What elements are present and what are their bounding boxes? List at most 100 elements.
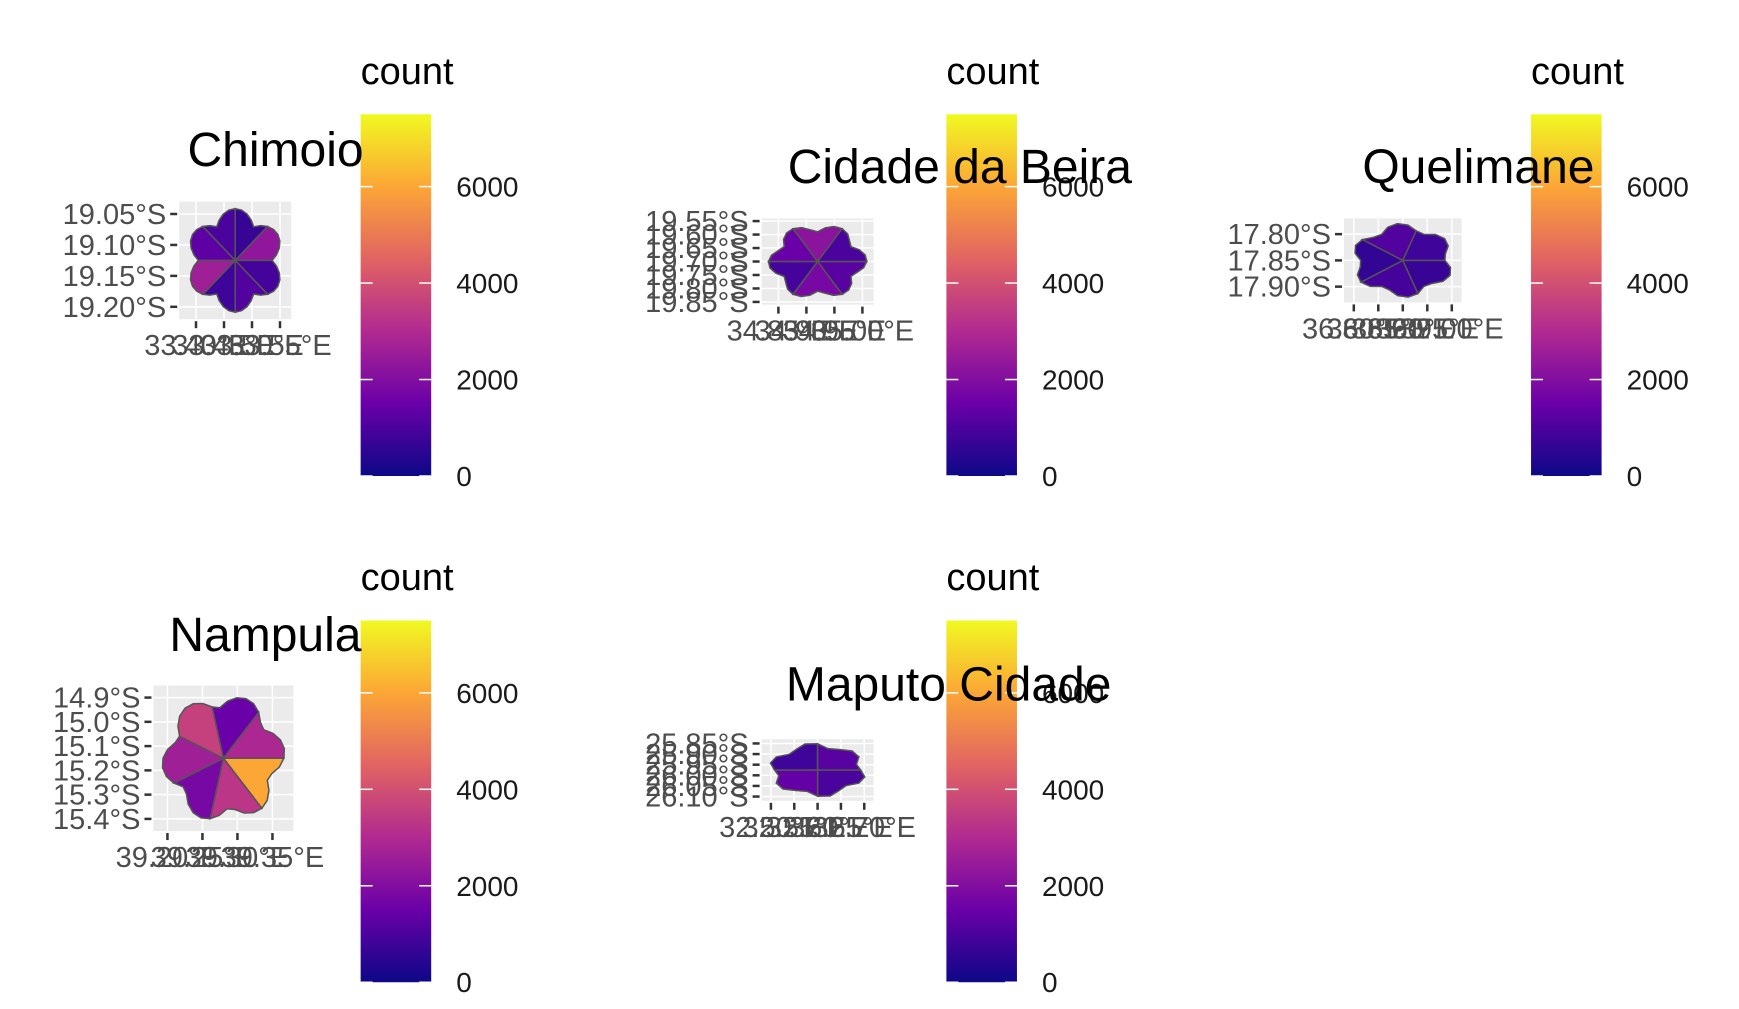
region [201, 258, 236, 314]
colorbar-tick-label: 0 [1042, 461, 1058, 492]
y-tick-label: 19.10°S [63, 230, 167, 262]
region [234, 258, 270, 314]
y-tick-label: 14.9°S [53, 683, 140, 715]
panel-title: Quelimane [1362, 141, 1594, 194]
colorbar [946, 114, 1017, 477]
x-tick-label: 32.50°E [719, 812, 823, 844]
colorbar-tick-label: 4000 [1042, 774, 1104, 805]
x-tick-label: 39.20°E [116, 842, 220, 874]
colorbar-tick-label: 4000 [456, 774, 518, 805]
region [1359, 259, 1419, 298]
colorbar-tick-label: 6000 [456, 678, 518, 709]
y-tick-label: 19.85°S [645, 287, 749, 319]
x-tick-label: 32.70°E [813, 812, 917, 844]
colorbar-tick-label: 6000 [1627, 172, 1689, 203]
y-tick-label: 19.55°S [645, 206, 749, 238]
colorbar [946, 620, 1017, 983]
x-tick-label: 34.95°E [783, 316, 887, 348]
colorbar-tick-label: 4000 [456, 268, 518, 299]
y-tick-label: 17.80°S [1227, 219, 1331, 251]
region [189, 225, 237, 262]
y-tick-label: 25.95°S [645, 750, 749, 782]
x-tick-label: 37.00°E [1400, 313, 1504, 345]
x-tick-label: 32.60°E [766, 812, 870, 844]
region [769, 743, 819, 771]
region [234, 207, 270, 263]
region [233, 225, 281, 262]
y-tick-label: 19.70°S [645, 247, 749, 279]
y-tick-label: 15.0°S [53, 707, 140, 739]
region [791, 260, 844, 298]
region [767, 227, 820, 263]
region [1354, 238, 1405, 284]
region [161, 735, 226, 784]
y-tick-label: 17.85°S [1227, 245, 1331, 277]
colorbar [360, 620, 432, 983]
y-tick-label: 15.4°S [53, 804, 140, 836]
colorbar-tick-label: 0 [456, 461, 472, 492]
colorbar-tick-label: 0 [456, 967, 472, 998]
x-tick-label: 34.85°E [727, 316, 831, 348]
region [816, 742, 863, 771]
x-tick-label: 35.00°E [811, 316, 915, 348]
region [189, 259, 237, 296]
x-tick-label: 36.95°E [1376, 313, 1480, 345]
x-tick-label: 34.90°E [755, 316, 859, 348]
colorbar-tick-label: 0 [1627, 461, 1643, 492]
panel-title: Nampula [169, 609, 361, 662]
colorbar [1531, 114, 1602, 477]
y-tick-label: 15.2°S [53, 755, 140, 787]
legend-title: count [946, 51, 1039, 93]
region [816, 260, 868, 296]
x-tick-label: 33.40°E [144, 330, 248, 362]
x-tick-label: 33.55°E [228, 330, 332, 362]
region [209, 756, 263, 820]
colorbar-tick-label: 0 [1042, 967, 1058, 998]
x-tick-label: 39.35°E [221, 842, 325, 874]
y-tick-label: 19.20°S [63, 292, 167, 324]
y-tick-label: 15.1°S [53, 731, 140, 763]
y-tick-label: 19.75°S [645, 260, 749, 292]
region [201, 207, 236, 263]
colorbar-tick-label: 4000 [1042, 268, 1104, 299]
x-tick-label: 33.45°E [172, 330, 276, 362]
region [1401, 229, 1449, 262]
x-tick-label: 32.65°E [789, 812, 893, 844]
legend-title: count [361, 557, 454, 599]
x-tick-label: 39.25°E [151, 842, 255, 874]
x-tick-label: 36.85°E [1327, 313, 1431, 345]
y-tick-label: 25.85°S [645, 728, 749, 760]
region [221, 757, 286, 810]
legend-title: count [1531, 51, 1624, 93]
colorbar-tick-label: 2000 [1042, 365, 1104, 396]
region [177, 702, 225, 760]
colorbar-tick-label: 2000 [1042, 871, 1104, 902]
region [172, 756, 225, 820]
legend-title: count [946, 557, 1039, 599]
y-tick-label: 19.05°S [63, 199, 167, 231]
x-tick-label: 36.80°E [1302, 313, 1406, 345]
y-tick-label: 15.3°S [53, 780, 140, 812]
colorbar-tick-label: 4000 [1627, 268, 1689, 299]
region [233, 259, 281, 296]
x-tick-label: 33.50°E [200, 330, 304, 362]
y-tick-label: 17.90°S [1227, 272, 1331, 304]
region [816, 769, 866, 797]
panel-title: Maputo Cidade [786, 658, 1112, 711]
x-tick-label: 32.55°E [743, 812, 847, 844]
y-tick-label: 26.00°S [645, 760, 749, 792]
y-tick-label: 26.10°S [645, 782, 749, 814]
colorbar-tick-label: 6000 [1042, 678, 1104, 709]
region [221, 710, 286, 759]
y-tick-label: 19.65°S [645, 233, 749, 265]
y-tick-label: 19.15°S [63, 261, 167, 293]
region [1360, 222, 1418, 262]
colorbar [360, 114, 432, 477]
region [816, 227, 868, 263]
region [773, 769, 819, 798]
y-tick-label: 19.80°S [645, 273, 749, 305]
legend-title: count [361, 51, 454, 93]
x-tick-label: 39.30°E [186, 842, 290, 874]
